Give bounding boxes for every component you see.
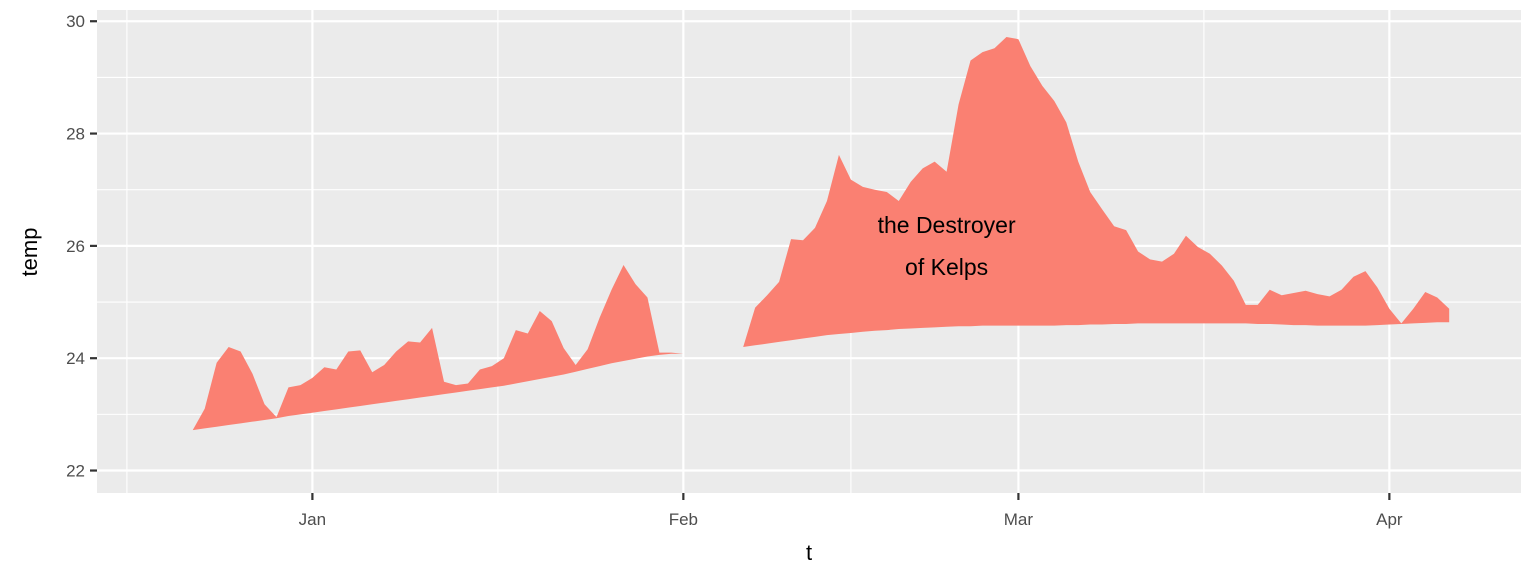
x-tick-label: Mar <box>1004 510 1034 529</box>
x-tick-label: Jan <box>299 510 326 529</box>
annotation-line-2: of Kelps <box>905 254 988 280</box>
event-annotation: the Destroyer of Kelps <box>878 212 1016 280</box>
y-axis: 22 24 26 28 30 <box>66 12 97 481</box>
y-tick-label: 24 <box>66 349 85 368</box>
event-area-1 <box>192 264 684 431</box>
y-axis-title: temp <box>17 228 42 277</box>
x-axis: Jan Feb Mar Apr <box>299 493 1403 529</box>
y-tick-label: 28 <box>66 125 85 144</box>
event-area-2 <box>743 36 1450 347</box>
mhw-areas <box>192 36 1450 431</box>
y-tick-label: 26 <box>66 237 85 256</box>
x-axis-title: t <box>806 540 812 565</box>
y-tick-label: 30 <box>66 12 85 31</box>
x-tick-label: Apr <box>1376 510 1403 529</box>
x-tick-label: Feb <box>669 510 698 529</box>
y-tick-label: 22 <box>66 462 85 481</box>
annotation-line-1: the Destroyer <box>878 212 1016 238</box>
